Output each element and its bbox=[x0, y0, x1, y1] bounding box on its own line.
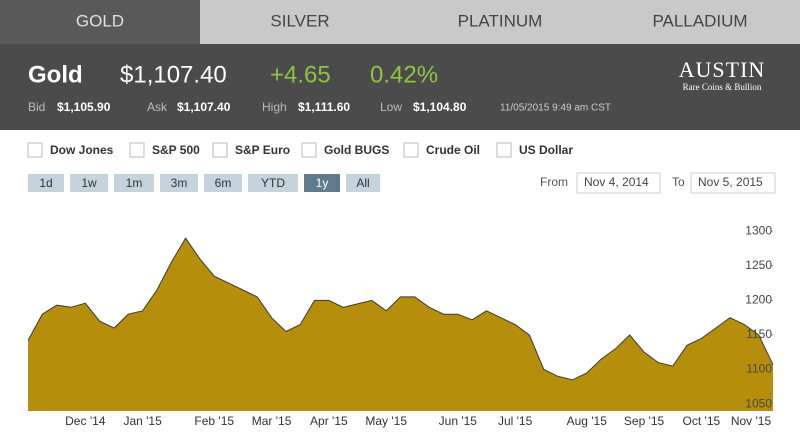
checkbox[interactable] bbox=[301, 142, 317, 158]
range-label: 1d bbox=[39, 176, 52, 190]
tab-label: PALLADIUM bbox=[652, 11, 747, 30]
range-label: 1m bbox=[126, 176, 143, 190]
checkbox-label: US Dollar bbox=[519, 143, 573, 157]
y-tick-label: 1200 bbox=[745, 293, 772, 307]
x-tick-label: Aug '15 bbox=[567, 414, 608, 428]
metal-name: Gold bbox=[28, 61, 83, 88]
checkbox[interactable] bbox=[496, 142, 512, 158]
tab-label: GOLD bbox=[76, 11, 124, 30]
checkbox-label: Dow Jones bbox=[50, 143, 114, 157]
range-button[interactable] bbox=[304, 174, 340, 192]
checkbox-label: Crude Oil bbox=[426, 143, 480, 157]
checkbox[interactable] bbox=[403, 142, 419, 158]
range-label: 1w bbox=[81, 176, 97, 190]
bid: $1,105.90 bbox=[57, 100, 111, 114]
range-button[interactable] bbox=[248, 174, 298, 192]
low: $1,104.80 bbox=[413, 100, 467, 114]
y-tick-label: 1100 bbox=[746, 362, 772, 376]
to-label: To bbox=[672, 175, 685, 189]
ask-label: Ask bbox=[147, 100, 168, 114]
tab[interactable] bbox=[200, 0, 400, 44]
tab[interactable] bbox=[0, 0, 200, 44]
checkbox[interactable] bbox=[27, 142, 43, 158]
logo-tagline: Rare Coins & Bullion bbox=[683, 82, 762, 92]
area bbox=[28, 238, 773, 411]
range-button[interactable] bbox=[346, 174, 380, 192]
range-button[interactable] bbox=[160, 174, 198, 192]
bid-label: Bid bbox=[28, 100, 45, 114]
logo-name: AUSTIN bbox=[679, 57, 766, 82]
x-tick-label: Sep '15 bbox=[624, 414, 665, 428]
y-tick-label: 1150 bbox=[746, 327, 772, 341]
x-tick-label: Jun '15 bbox=[439, 414, 478, 428]
range-label: YTD bbox=[261, 176, 285, 190]
price-line bbox=[27, 237, 774, 381]
x-tick-label: May '15 bbox=[365, 414, 407, 428]
from-input[interactable] bbox=[576, 172, 661, 194]
checkbox-label: S&P 500 bbox=[152, 143, 200, 157]
low-label: Low bbox=[380, 100, 402, 114]
x-tick-label: Oct '15 bbox=[683, 414, 721, 428]
y-tick-label: 1050 bbox=[745, 396, 772, 410]
high: $1,111.60 bbox=[298, 100, 350, 114]
checkbox[interactable] bbox=[212, 142, 228, 158]
change-pct: 0.42% bbox=[370, 61, 438, 88]
ask: $1,107.40 bbox=[177, 100, 231, 114]
checkbox-label: Gold BUGS bbox=[324, 143, 389, 157]
range-label: 3m bbox=[171, 176, 188, 190]
range-label: 6m bbox=[215, 176, 232, 190]
x-tick-label: Nov '15 bbox=[731, 414, 772, 428]
range-label: 1y bbox=[316, 176, 329, 190]
tab-label: SILVER bbox=[270, 11, 329, 30]
range-button[interactable] bbox=[204, 174, 242, 192]
timestamp: 11/05/2015 9:49 am CST bbox=[500, 103, 611, 114]
to-input[interactable] bbox=[690, 172, 776, 194]
tab[interactable] bbox=[600, 0, 800, 44]
range-button[interactable] bbox=[28, 174, 64, 192]
tab[interactable] bbox=[400, 0, 600, 44]
x-tick-label: Feb '15 bbox=[194, 414, 234, 428]
from-label: From bbox=[540, 175, 568, 189]
range-button[interactable] bbox=[70, 174, 108, 192]
from-date: Nov 4, 2014 bbox=[584, 175, 649, 189]
x-tick-label: Jul '15 bbox=[498, 414, 533, 428]
x-tick-label: Dec '14 bbox=[65, 414, 106, 428]
x-tick-label: Jan '15 bbox=[123, 414, 162, 428]
change: +4.65 bbox=[270, 61, 331, 88]
y-tick-label: 1250 bbox=[745, 258, 772, 272]
x-tick-label: Apr '15 bbox=[310, 414, 348, 428]
checkbox[interactable] bbox=[129, 142, 145, 158]
x-tick-label: Mar '15 bbox=[252, 414, 292, 428]
high-label: High bbox=[262, 100, 287, 114]
y-tick-label: 1300 bbox=[745, 223, 772, 237]
range-label: All bbox=[356, 176, 369, 190]
to-date: Nov 5, 2015 bbox=[698, 175, 763, 189]
price: $1,107.40 bbox=[120, 61, 227, 88]
tab-label: PLATINUM bbox=[458, 11, 543, 30]
quote-panel bbox=[0, 44, 800, 130]
checkbox-label: S&P Euro bbox=[235, 143, 290, 157]
range-button[interactable] bbox=[114, 174, 154, 192]
